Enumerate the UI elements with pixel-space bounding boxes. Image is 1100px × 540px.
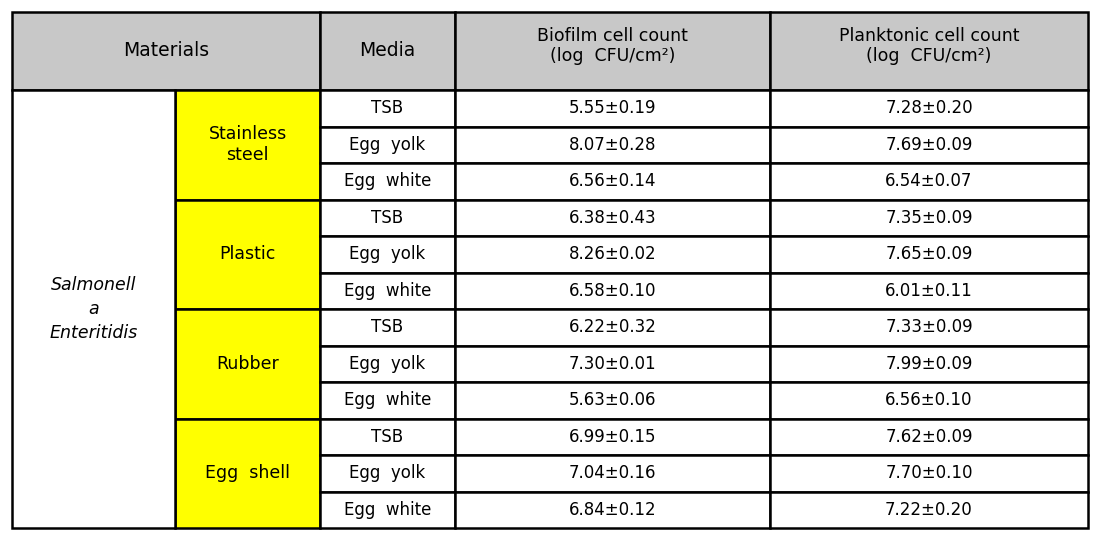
Bar (320, 346, 455, 382)
Bar (770, 455, 1088, 491)
Text: Egg  white: Egg white (344, 282, 431, 300)
Text: 7.28±0.20: 7.28±0.20 (886, 99, 972, 117)
Text: Biofilm cell count
(log  CFU/cm²): Biofilm cell count (log CFU/cm²) (537, 26, 688, 65)
Text: 7.22±0.20: 7.22±0.20 (886, 501, 972, 519)
Bar (770, 236, 1088, 273)
Text: Materials: Materials (123, 42, 209, 60)
Bar (455, 126, 770, 163)
Text: 6.54±0.07: 6.54±0.07 (886, 172, 972, 190)
Bar (770, 199, 1088, 236)
Bar (455, 455, 770, 491)
Bar (320, 199, 455, 236)
Text: 6.84±0.12: 6.84±0.12 (569, 501, 657, 519)
Bar (175, 199, 320, 309)
Text: TSB: TSB (372, 209, 404, 227)
Text: 5.63±0.06: 5.63±0.06 (569, 392, 657, 409)
Bar (770, 418, 1088, 455)
Bar (455, 491, 770, 528)
Bar (175, 418, 320, 528)
Text: Salmonell: Salmonell (51, 276, 136, 294)
Bar (320, 236, 455, 273)
Text: Plastic: Plastic (219, 245, 276, 263)
Bar (770, 309, 1088, 346)
Bar (12, 12, 320, 90)
Text: 6.22±0.32: 6.22±0.32 (569, 318, 657, 336)
Text: Egg  yolk: Egg yolk (350, 245, 426, 263)
Bar (455, 382, 770, 418)
Text: 7.65±0.09: 7.65±0.09 (886, 245, 972, 263)
Bar (320, 455, 455, 491)
Bar (455, 90, 770, 126)
Text: 7.33±0.09: 7.33±0.09 (886, 318, 972, 336)
Text: Egg  white: Egg white (344, 392, 431, 409)
Bar (455, 309, 770, 346)
Text: Rubber: Rubber (216, 355, 279, 373)
Bar (175, 90, 320, 199)
Bar (320, 12, 455, 90)
Bar (455, 199, 770, 236)
Text: Egg  yolk: Egg yolk (350, 136, 426, 154)
Bar (770, 382, 1088, 418)
Bar (320, 273, 455, 309)
Text: 8.26±0.02: 8.26±0.02 (569, 245, 657, 263)
Bar (770, 346, 1088, 382)
Bar (770, 12, 1088, 90)
Bar (320, 418, 455, 455)
Text: Egg  shell: Egg shell (205, 464, 290, 482)
Text: 6.01±0.11: 6.01±0.11 (886, 282, 972, 300)
Text: 7.69±0.09: 7.69±0.09 (886, 136, 972, 154)
Text: Planktonic cell count
(log  CFU/cm²): Planktonic cell count (log CFU/cm²) (838, 26, 1020, 65)
Text: 6.56±0.14: 6.56±0.14 (569, 172, 657, 190)
Bar (455, 163, 770, 199)
Text: TSB: TSB (372, 99, 404, 117)
Text: Egg  white: Egg white (344, 501, 431, 519)
Bar (455, 418, 770, 455)
Bar (770, 90, 1088, 126)
Bar (770, 126, 1088, 163)
Text: TSB: TSB (372, 318, 404, 336)
Text: Stainless
steel: Stainless steel (208, 125, 287, 164)
Text: 7.70±0.10: 7.70±0.10 (886, 464, 972, 482)
Bar (770, 163, 1088, 199)
Bar (12, 90, 175, 528)
Text: Enteritidis: Enteritidis (50, 324, 138, 342)
Text: a: a (88, 300, 99, 318)
Text: 8.07±0.28: 8.07±0.28 (569, 136, 657, 154)
Text: 7.04±0.16: 7.04±0.16 (569, 464, 657, 482)
Text: 7.62±0.09: 7.62±0.09 (886, 428, 972, 445)
Bar (455, 12, 770, 90)
Text: 7.35±0.09: 7.35±0.09 (886, 209, 972, 227)
Bar (455, 236, 770, 273)
Bar (320, 491, 455, 528)
Text: TSB: TSB (372, 428, 404, 445)
Text: 7.99±0.09: 7.99±0.09 (886, 355, 972, 373)
Text: Media: Media (360, 42, 416, 60)
Bar (455, 346, 770, 382)
Text: 6.99±0.15: 6.99±0.15 (569, 428, 657, 445)
Bar (320, 90, 455, 126)
Text: 6.56±0.10: 6.56±0.10 (886, 392, 972, 409)
Text: Egg  white: Egg white (344, 172, 431, 190)
Bar (320, 309, 455, 346)
Bar (320, 382, 455, 418)
Bar (320, 126, 455, 163)
Text: Egg  yolk: Egg yolk (350, 355, 426, 373)
Bar (455, 273, 770, 309)
Bar (770, 491, 1088, 528)
Text: 6.58±0.10: 6.58±0.10 (569, 282, 657, 300)
Bar (320, 163, 455, 199)
Bar (175, 309, 320, 418)
Bar (770, 273, 1088, 309)
Text: 5.55±0.19: 5.55±0.19 (569, 99, 657, 117)
Text: 7.30±0.01: 7.30±0.01 (569, 355, 657, 373)
Text: 6.38±0.43: 6.38±0.43 (569, 209, 657, 227)
Text: Egg  yolk: Egg yolk (350, 464, 426, 482)
